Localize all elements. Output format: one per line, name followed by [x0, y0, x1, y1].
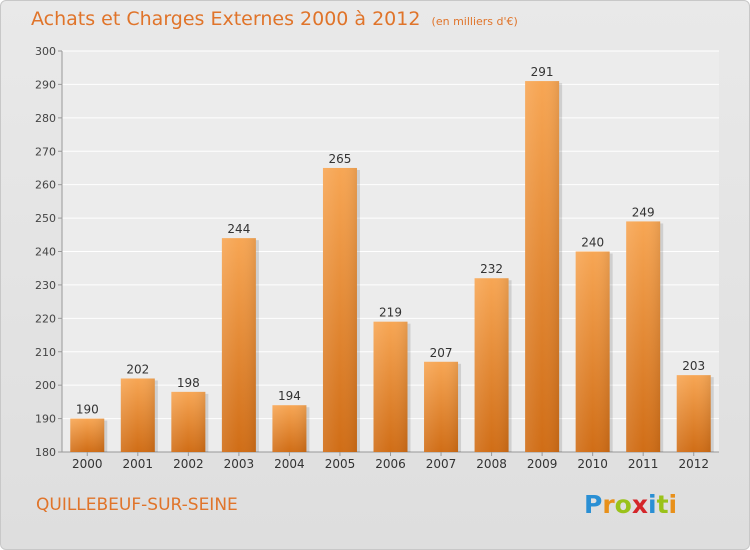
data-label: 207 — [430, 346, 453, 360]
bar-highlight — [474, 278, 509, 452]
y-tick-label: 240 — [35, 246, 56, 259]
data-label: 198 — [177, 376, 200, 390]
bar-highlight — [575, 251, 610, 452]
data-label: 203 — [682, 359, 705, 373]
x-tick-label: 2008 — [476, 457, 507, 471]
chart-unit-label: (en milliers d'€) — [431, 15, 518, 28]
data-label: 244 — [227, 222, 250, 236]
y-tick-label: 280 — [35, 112, 56, 125]
logo-letter: t — [656, 490, 669, 519]
logo-letter: o — [614, 490, 632, 519]
logo-letter: P — [584, 490, 603, 519]
data-label: 194 — [278, 389, 301, 403]
x-tick-label: 2004 — [274, 457, 305, 471]
bar-highlight — [525, 81, 560, 452]
data-label: 232 — [480, 262, 503, 276]
bar-highlight — [221, 238, 256, 452]
y-tick-label: 230 — [35, 279, 56, 292]
x-tick-label: 2003 — [224, 457, 255, 471]
y-tick-label: 290 — [35, 78, 56, 91]
logo-letter: i — [668, 490, 678, 519]
y-tick-label: 270 — [35, 145, 56, 158]
bar-highlight — [70, 418, 105, 452]
x-tick-label: 2001 — [123, 457, 154, 471]
x-tick-label: 2010 — [577, 457, 608, 471]
x-tick-label: 2000 — [72, 457, 103, 471]
y-tick-label: 210 — [35, 346, 56, 359]
x-tick-label: 2005 — [325, 457, 356, 471]
bar-highlight — [120, 378, 155, 452]
y-tick-label: 260 — [35, 179, 56, 192]
bar-highlight — [676, 375, 711, 452]
x-tick-label: 2011 — [628, 457, 659, 471]
x-tick-label: 2007 — [426, 457, 457, 471]
y-tick-label: 200 — [35, 379, 56, 392]
data-label: 202 — [126, 362, 149, 376]
logo-letter: r — [602, 490, 615, 519]
label-layer: 180 190 200 210 220 230 240 250 260 270 280 290 300 1… — [35, 45, 709, 471]
bar-layer — [70, 81, 714, 453]
data-label: 265 — [329, 152, 352, 166]
chart-title-text: Achats et Charges Externes 2000 à 2012 — [31, 8, 421, 30]
data-label: 291 — [531, 65, 554, 79]
x-tick-label: 2006 — [375, 457, 406, 471]
data-label: 240 — [581, 236, 604, 250]
y-tick-label: 300 — [35, 45, 56, 58]
x-tick-label: 2002 — [173, 457, 204, 471]
y-tick-label: 220 — [35, 312, 56, 325]
data-label: 219 — [379, 306, 402, 320]
data-label: 249 — [632, 205, 655, 219]
bar-highlight — [373, 321, 408, 452]
proxiti-logo: Proxiti — [584, 490, 677, 519]
commune-name: QUILLEBEUF-SUR-SEINE — [36, 495, 238, 515]
chart-title: Achats et Charges Externes 2000 à 2012 (… — [31, 8, 518, 30]
x-tick-label: 2009 — [527, 457, 558, 471]
bar-highlight — [272, 405, 307, 452]
logo-letter: x — [631, 490, 648, 519]
bar-highlight — [322, 167, 357, 453]
bar-highlight — [171, 391, 206, 452]
logo-letter: i — [648, 490, 657, 519]
x-tick-label: 2012 — [678, 457, 709, 471]
bar-highlight — [626, 221, 661, 452]
data-label: 190 — [76, 403, 99, 417]
bar-highlight — [424, 361, 459, 452]
y-tick-label: 190 — [35, 413, 56, 426]
y-tick-label: 250 — [35, 212, 56, 225]
y-tick-label: 180 — [35, 446, 56, 459]
